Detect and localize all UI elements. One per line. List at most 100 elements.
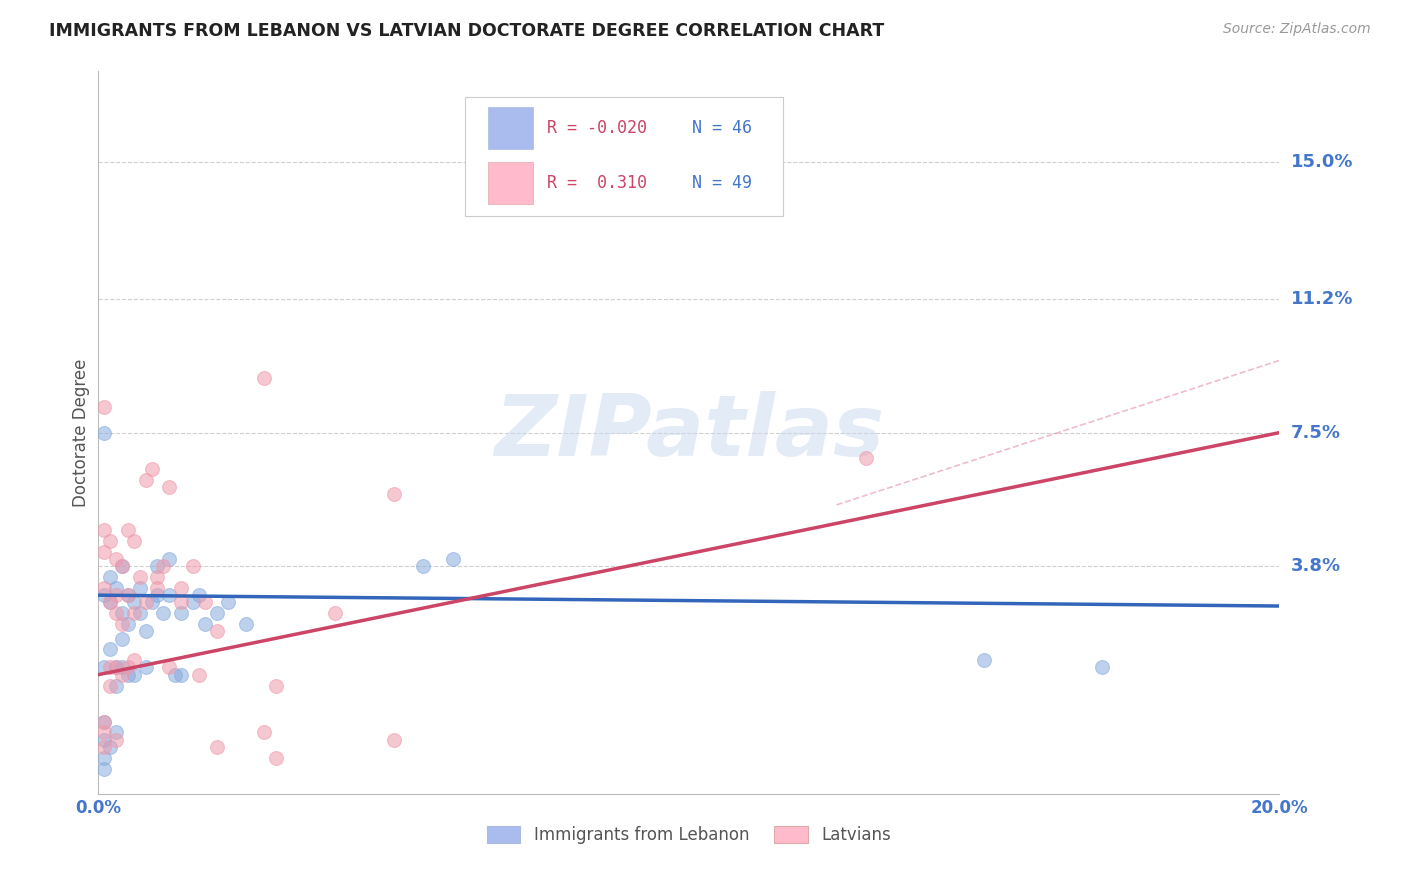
Point (105, 732, 128, 747)
Point (105, 678, 128, 692)
Point (117, 588, 139, 602)
Point (105, 660, 128, 674)
Point (128, 607, 150, 621)
Point (157, 552, 180, 566)
Text: R =  0.310: R = 0.310 (547, 174, 647, 193)
Point (135, 473, 157, 487)
Point (1091, 660, 1114, 674)
Point (98, 660, 121, 674)
Point (98, 678, 121, 692)
Point (253, 725, 276, 739)
Point (105, 552, 128, 566)
Point (122, 653, 145, 667)
Point (146, 588, 169, 602)
Text: 15.0%: 15.0% (1291, 153, 1353, 170)
Point (93, 725, 115, 739)
Point (93, 588, 115, 602)
Y-axis label: Doctorate Degree: Doctorate Degree (72, 359, 90, 507)
Point (111, 559, 134, 574)
Text: Source: ZipAtlas.com: Source: ZipAtlas.com (1223, 22, 1371, 37)
Point (157, 660, 180, 674)
Point (105, 725, 128, 739)
Point (117, 588, 139, 602)
Point (187, 667, 209, 681)
Point (170, 581, 193, 595)
Point (187, 588, 209, 602)
Point (205, 624, 228, 639)
Point (441, 552, 464, 566)
Point (235, 617, 257, 632)
Point (93, 660, 115, 674)
Point (170, 607, 193, 621)
Point (93, 714, 115, 729)
Point (93, 732, 115, 747)
Point (157, 480, 180, 494)
Point (98, 739, 121, 754)
Point (264, 678, 287, 692)
Point (205, 739, 228, 754)
Point (170, 595, 193, 609)
Point (181, 595, 204, 609)
Point (165, 667, 187, 681)
Point (117, 660, 139, 674)
Point (98, 570, 121, 584)
Point (93, 762, 115, 776)
Point (98, 595, 121, 609)
Point (111, 667, 134, 681)
Point (105, 581, 128, 595)
Point (122, 607, 145, 621)
Legend: Immigrants from Lebanon, Latvians: Immigrants from Lebanon, Latvians (481, 819, 897, 851)
Text: 3.8%: 3.8% (1291, 558, 1341, 575)
Point (146, 581, 169, 595)
Point (111, 607, 134, 621)
Point (98, 595, 121, 609)
Text: ZIPatlas: ZIPatlas (494, 391, 884, 475)
Point (146, 570, 169, 584)
Point (105, 607, 128, 621)
Point (253, 371, 276, 385)
Point (264, 751, 287, 765)
Point (105, 660, 128, 674)
Point (217, 595, 239, 609)
Point (135, 660, 157, 674)
Point (382, 487, 405, 501)
Text: R = -0.020: R = -0.020 (547, 119, 647, 136)
Point (111, 632, 134, 646)
Point (98, 533, 121, 548)
Point (111, 660, 134, 674)
Point (855, 450, 877, 465)
Point (181, 559, 204, 574)
Text: N = 49: N = 49 (693, 174, 752, 193)
Point (93, 545, 115, 559)
Point (111, 617, 134, 632)
Point (93, 581, 115, 595)
Bar (488, 162, 533, 204)
Point (152, 559, 174, 574)
Text: 7.5%: 7.5% (1291, 424, 1340, 442)
Point (117, 523, 139, 537)
Point (105, 588, 128, 602)
Bar (488, 107, 533, 149)
Point (135, 624, 157, 639)
Point (152, 607, 174, 621)
Text: N = 46: N = 46 (693, 119, 752, 136)
Point (122, 533, 145, 548)
Text: 11.2%: 11.2% (1291, 290, 1353, 308)
Point (117, 667, 139, 681)
Point (93, 739, 115, 754)
Point (93, 714, 115, 729)
Point (382, 732, 405, 747)
Text: IMMIGRANTS FROM LEBANON VS LATVIAN DOCTORATE DEGREE CORRELATION CHART: IMMIGRANTS FROM LEBANON VS LATVIAN DOCTO… (49, 22, 884, 40)
Point (141, 462, 163, 476)
Point (141, 595, 163, 609)
Point (146, 559, 169, 574)
Point (111, 559, 134, 574)
Point (128, 581, 150, 595)
Point (205, 607, 228, 621)
FancyBboxPatch shape (464, 96, 783, 216)
Point (323, 607, 346, 621)
Point (194, 595, 217, 609)
Point (98, 642, 121, 657)
Point (412, 559, 434, 574)
Point (973, 653, 995, 667)
